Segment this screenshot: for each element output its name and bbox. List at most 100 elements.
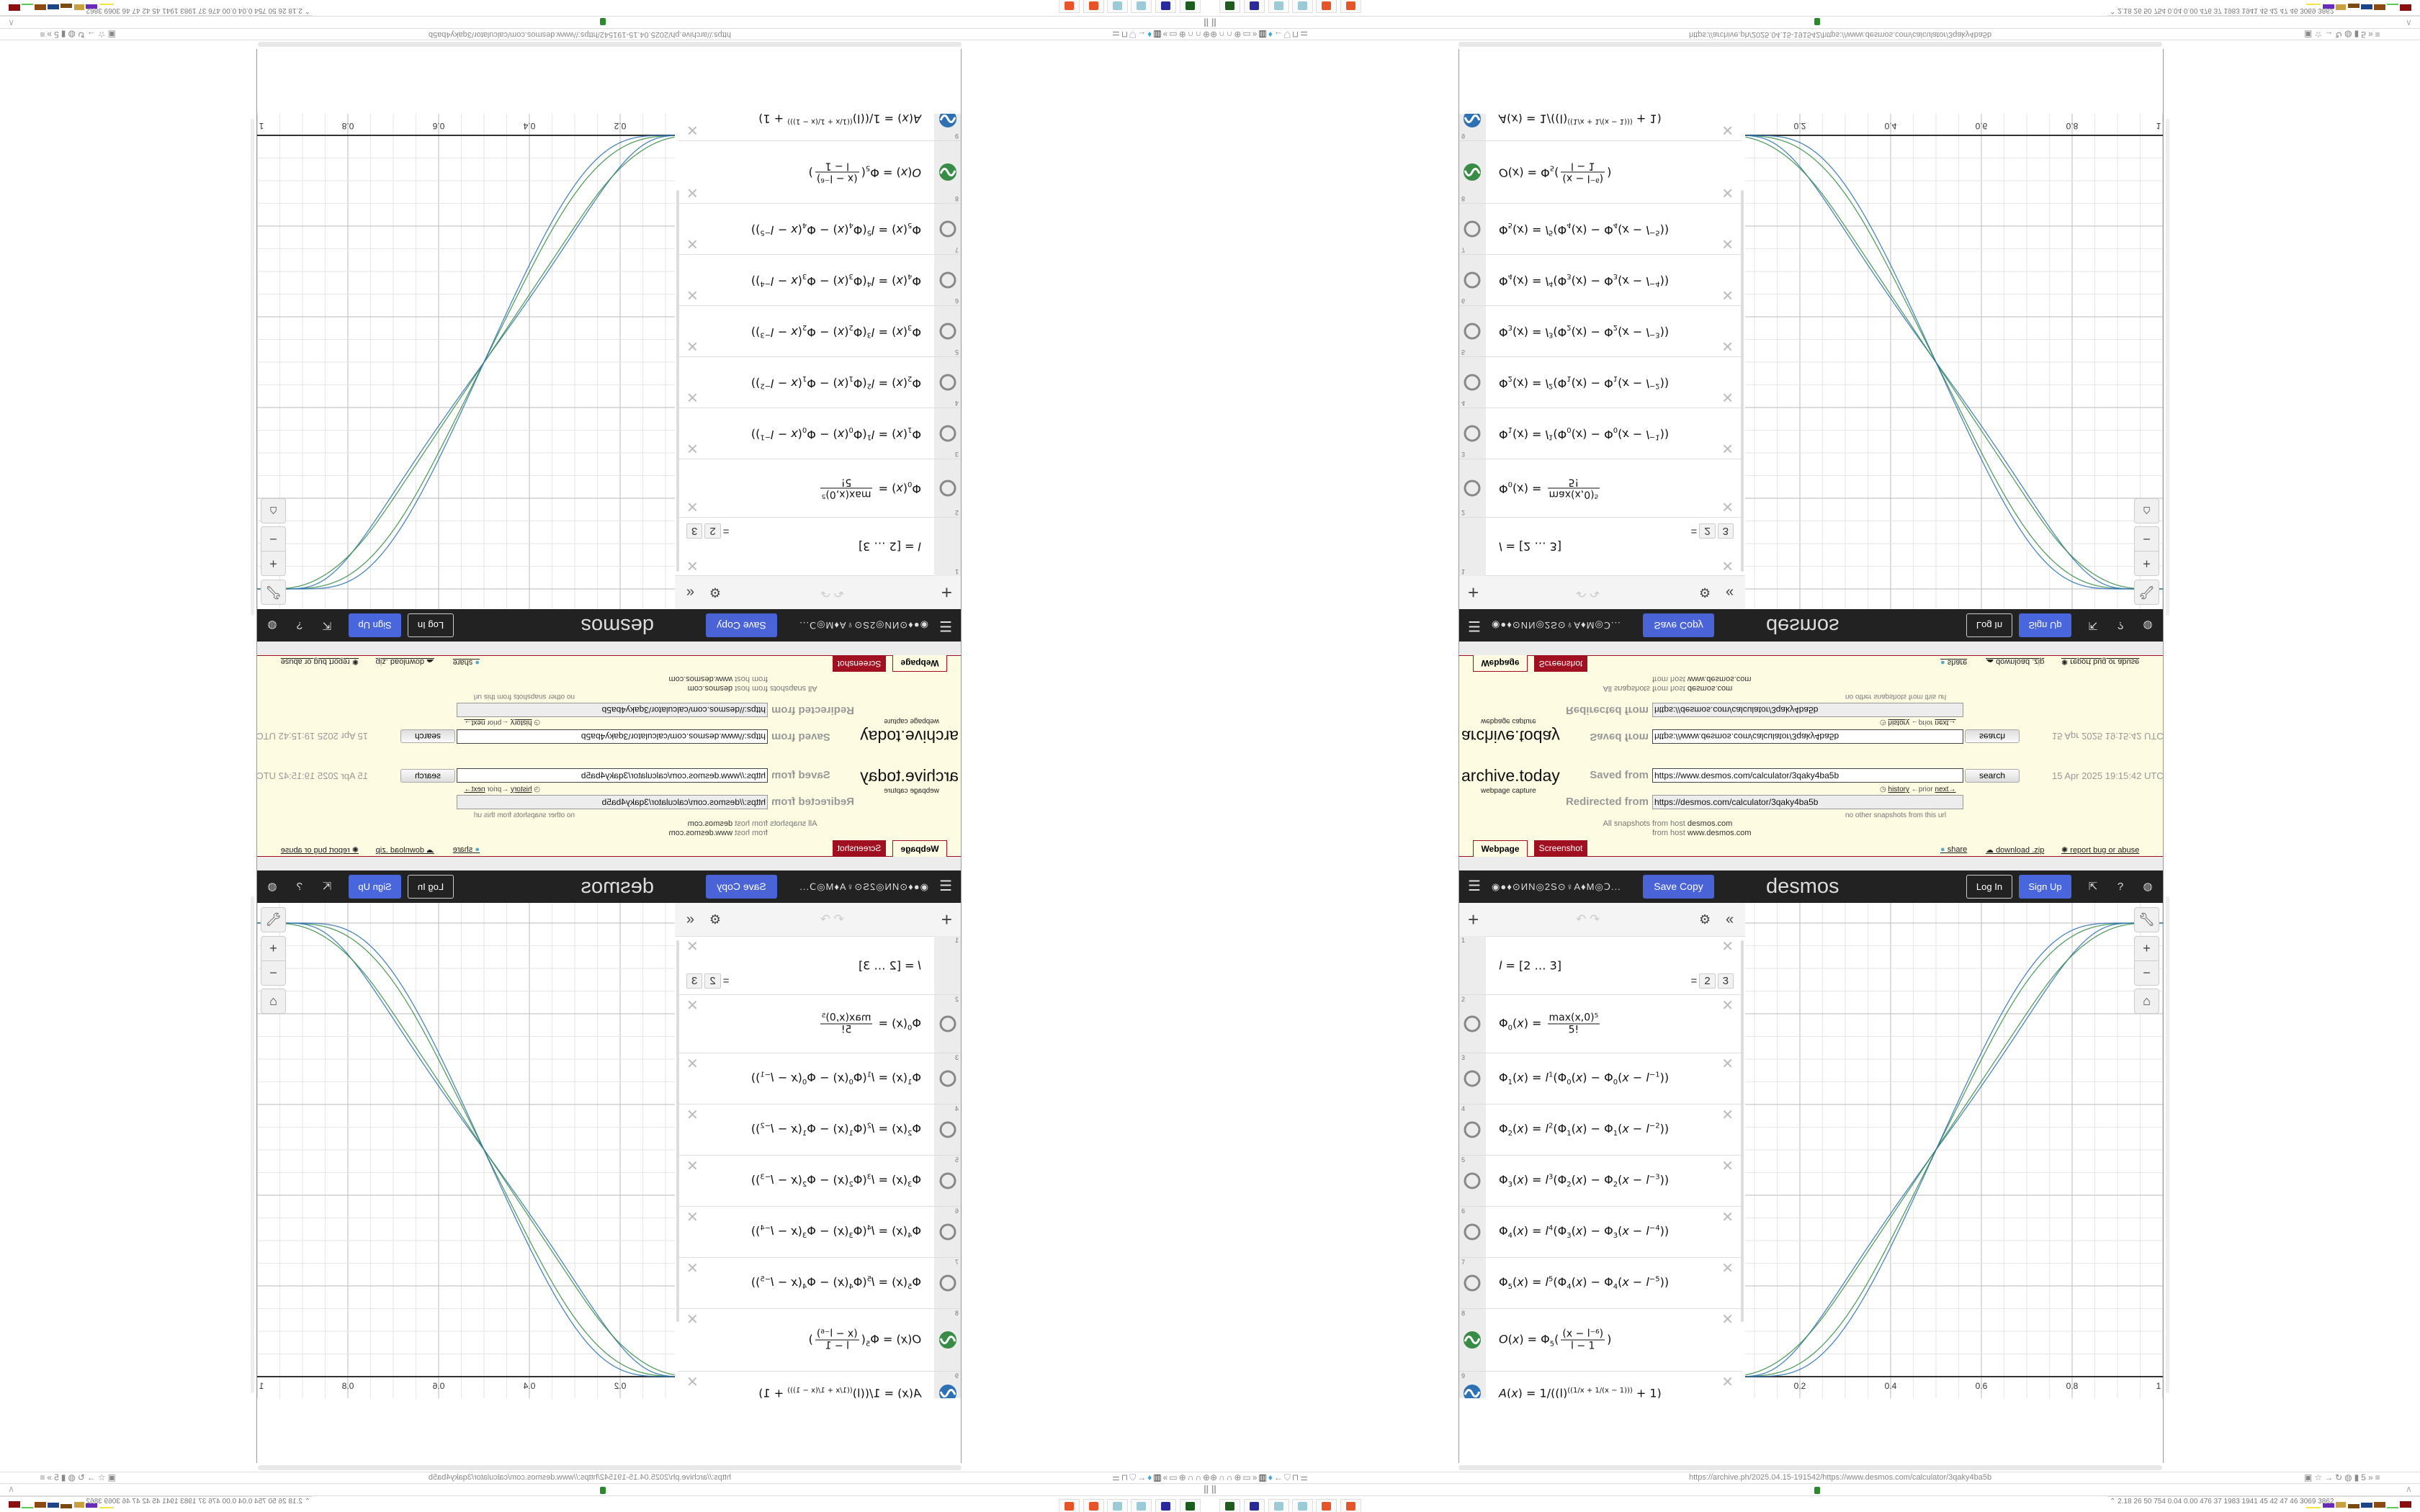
forward-icon[interactable]: → [84, 1472, 96, 1482]
host-link-1[interactable]: from host desmos.com [1652, 684, 1732, 693]
taskbar-firefox-button[interactable] [1059, 1499, 1080, 1512]
hidden-circle-icon[interactable] [1463, 1223, 1482, 1241]
collapse-panel-icon[interactable]: « [686, 912, 694, 927]
menu-icon[interactable]: ☰ [939, 878, 952, 894]
expression-math[interactable]: O(x) = Φ5((x − l⁻⁶) l − 1) [1499, 161, 1611, 184]
expression-math[interactable]: l = [2 … 3] [859, 958, 921, 972]
expression-row[interactable]: 4 Φ2(x) = l2(Φ1(x) − Φ1(x − l−2)) ✕ [678, 356, 961, 408]
zoom-out-icon[interactable]: − [2143, 966, 2151, 980]
taskbar-notepad-button[interactable] [1268, 1499, 1289, 1512]
delete-expression-icon[interactable]: ✕ [686, 939, 699, 955]
address-bar-url[interactable]: https://archive.ph/2025.04.15-191542/htt… [428, 30, 731, 39]
shield-icon[interactable]: ⛉ [1283, 30, 1292, 40]
taskbar-terminal-button[interactable] [1180, 1499, 1201, 1512]
delete-expression-icon[interactable]: ✕ [1721, 1261, 1734, 1277]
undo-redo-icon[interactable]: ↶ ↷ [820, 912, 844, 926]
counter-icon[interactable]: 5 [2361, 30, 2368, 40]
menu-icon[interactable]: ☰ [1468, 878, 1481, 894]
curve-O-l3[interactable] [1745, 922, 2163, 1376]
expression-row[interactable]: 4 Φ2(x) = l2(Φ1(x) − Φ1(x − l−2)) ✕ [1459, 356, 1742, 408]
delete-expression-icon[interactable]: ✕ [1721, 998, 1734, 1014]
expression-row[interactable]: 6 Φ4(x) = l4(Φ3(x) − Φ3(x − l−4)) ✕ [678, 254, 961, 305]
expression-math[interactable]: Φ0(x) = max(x,0)⁵ 5! [818, 477, 921, 500]
next-link[interactable]: next→ [1935, 719, 1956, 726]
tab-webpage[interactable]: Webpage [892, 840, 947, 858]
home-icon[interactable]: ⌂ [261, 498, 286, 523]
expression-math[interactable]: l = [2 … 3] [859, 540, 921, 554]
hidden-circle-icon[interactable] [938, 1274, 957, 1292]
page-horizontal-scrollbar[interactable] [1458, 1465, 2162, 1470]
expression-scrollbar[interactable] [1741, 940, 1744, 1322]
menu-icon[interactable]: ≡ [37, 30, 45, 40]
headphones-icon[interactable]: ∩ [1186, 30, 1194, 40]
blue-wave-icon[interactable] [938, 114, 957, 128]
delete-expression-icon[interactable]: ✕ [686, 184, 699, 200]
headphones-icon[interactable]: ∩ [1226, 1472, 1234, 1482]
page-horizontal-scrollbar[interactable] [258, 1465, 962, 1470]
headphones-icon[interactable]: ∩ [1193, 1472, 1201, 1482]
save-copy-button[interactable]: Save Copy [706, 875, 777, 899]
menu-icon[interactable]: ☰ [939, 618, 952, 634]
blue-wave-icon[interactable] [1463, 1384, 1482, 1398]
tab-webpage[interactable]: Webpage [1473, 654, 1528, 672]
blue-wave-icon[interactable] [1463, 114, 1482, 128]
add-expression-icon[interactable]: + [1468, 582, 1479, 603]
delete-expression-icon[interactable]: ✕ [686, 1261, 699, 1277]
globe-icon[interactable]: ◍ [2344, 30, 2354, 40]
tab-webpage[interactable]: Webpage [892, 654, 947, 672]
zoom-in-icon[interactable]: + [261, 551, 285, 575]
host-name[interactable]: desmos.com [1687, 684, 1733, 693]
search-button[interactable]: search [1965, 769, 2020, 783]
expression-row[interactable]: 8 O(x) = Φ5((x − l⁻⁶) l − 1) ✕ [678, 1309, 961, 1372]
taskbar-terminal-button[interactable] [1219, 1499, 1240, 1512]
delete-expression-icon[interactable]: ✕ [1721, 287, 1734, 302]
star-icon[interactable]: ☆ [2314, 1472, 2325, 1482]
hidden-circle-icon[interactable] [1463, 271, 1482, 289]
graph-paper[interactable]: 0.2 0.4 0.6 0.8 1 🔧︎ + − ⌂ [257, 903, 675, 1398]
expression-math[interactable]: Φ4(x) = l4(Φ3(x) − Φ3(x − l−4)) [751, 272, 921, 288]
help-icon[interactable]: ? [2117, 881, 2124, 893]
chevron-up-icon[interactable]: ⌃ [2110, 1498, 2116, 1506]
delete-expression-icon[interactable]: ✕ [1721, 1056, 1734, 1072]
gear-icon[interactable]: ⚙ [709, 585, 721, 600]
globe-icon[interactable]: ◍ [66, 1472, 76, 1482]
zoom-out-icon[interactable]: − [269, 532, 277, 546]
redirected-from-input[interactable]: https://desmos.com/calculator/3qaky4ba5b [1652, 703, 1963, 717]
expression-row[interactable]: 3 Φ1(x) = l1(Φ0(x) − Φ0(x − l−1)) ✕ [678, 1053, 961, 1104]
menu-icon[interactable]: ☰ [1468, 618, 1481, 634]
chevron-up-icon[interactable]: ∧ [8, 1484, 14, 1494]
wrench-icon[interactable]: 🔧︎ [2134, 580, 2159, 605]
taskbar-terminal-button[interactable] [1219, 0, 1240, 13]
chevron-up-icon[interactable]: ⌃ [304, 1498, 310, 1506]
expression-row[interactable]: 9 A(x) = 1/((l)((1/x + 1/(x − 1))) + 1) ✕ [678, 114, 961, 140]
expression-row[interactable]: 2 Φ0(x) = max(x,0)⁵ 5! ✕ [1459, 459, 1742, 517]
expression-math[interactable]: Φ5(x) = l5(Φ4(x) − Φ4(x − l−5)) [1499, 1275, 1669, 1291]
delete-expression-icon[interactable]: ✕ [686, 1158, 699, 1174]
double-chevron-icon[interactable]: » [1161, 30, 1168, 40]
taskbar-notepad-button[interactable] [1107, 0, 1128, 13]
curve-O-l3[interactable] [257, 922, 675, 1376]
sign-up-button[interactable]: Sign Up [2019, 613, 2071, 637]
expression-math[interactable]: Φ3(x) = l3(Φ2(x) − Φ2(x − l−3)) [751, 323, 921, 339]
green-wave-icon[interactable] [1463, 163, 1482, 181]
delete-expression-icon[interactable]: ✕ [686, 1374, 699, 1390]
graph-paper[interactable]: 0.2 0.4 0.6 0.8 1 🔧︎ + − ⌂ [1745, 903, 2163, 1398]
delete-expression-icon[interactable]: ✕ [1721, 389, 1734, 405]
overflow-icon[interactable]: » [45, 30, 53, 40]
taskbar-notepad-button[interactable] [1131, 0, 1152, 13]
hidden-circle-icon[interactable] [1463, 424, 1482, 443]
home-icon[interactable]: ⌂ [2134, 498, 2159, 523]
expression-math[interactable]: Φ2(x) = l2(Φ1(x) − Φ1(x − l−2)) [751, 1122, 921, 1138]
lock-icon[interactable]: ⊓ [1119, 30, 1129, 40]
translate-icon[interactable]: ▣ [2304, 30, 2315, 40]
menu-icon[interactable]: ≡ [37, 1472, 45, 1482]
expression-row[interactable]: 3 Φ1(x) = l1(Φ0(x) − Φ0(x − l−1)) ✕ [678, 408, 961, 459]
share-graph-icon[interactable]: ⇱ [2088, 619, 2098, 631]
curve-A-l2[interactable] [1745, 922, 2163, 1377]
expression-math[interactable]: Φ3(x) = l3(Φ2(x) − Φ2(x − l−3)) [751, 1173, 921, 1189]
expression-row[interactable]: 7 Φ5(x) = l5(Φ4(x) − Φ4(x − l−5)) ✕ [1459, 203, 1742, 254]
folder-icon[interactable]: ▭ [1242, 1472, 1252, 1482]
redirected-from-input[interactable]: https://desmos.com/calculator/3qaky4ba5b [457, 795, 768, 809]
delete-expression-icon[interactable]: ✕ [1721, 498, 1734, 514]
expression-math[interactable]: A(x) = 1/((l)((1/x + 1/(x − 1))) + 1) [1499, 114, 1662, 126]
